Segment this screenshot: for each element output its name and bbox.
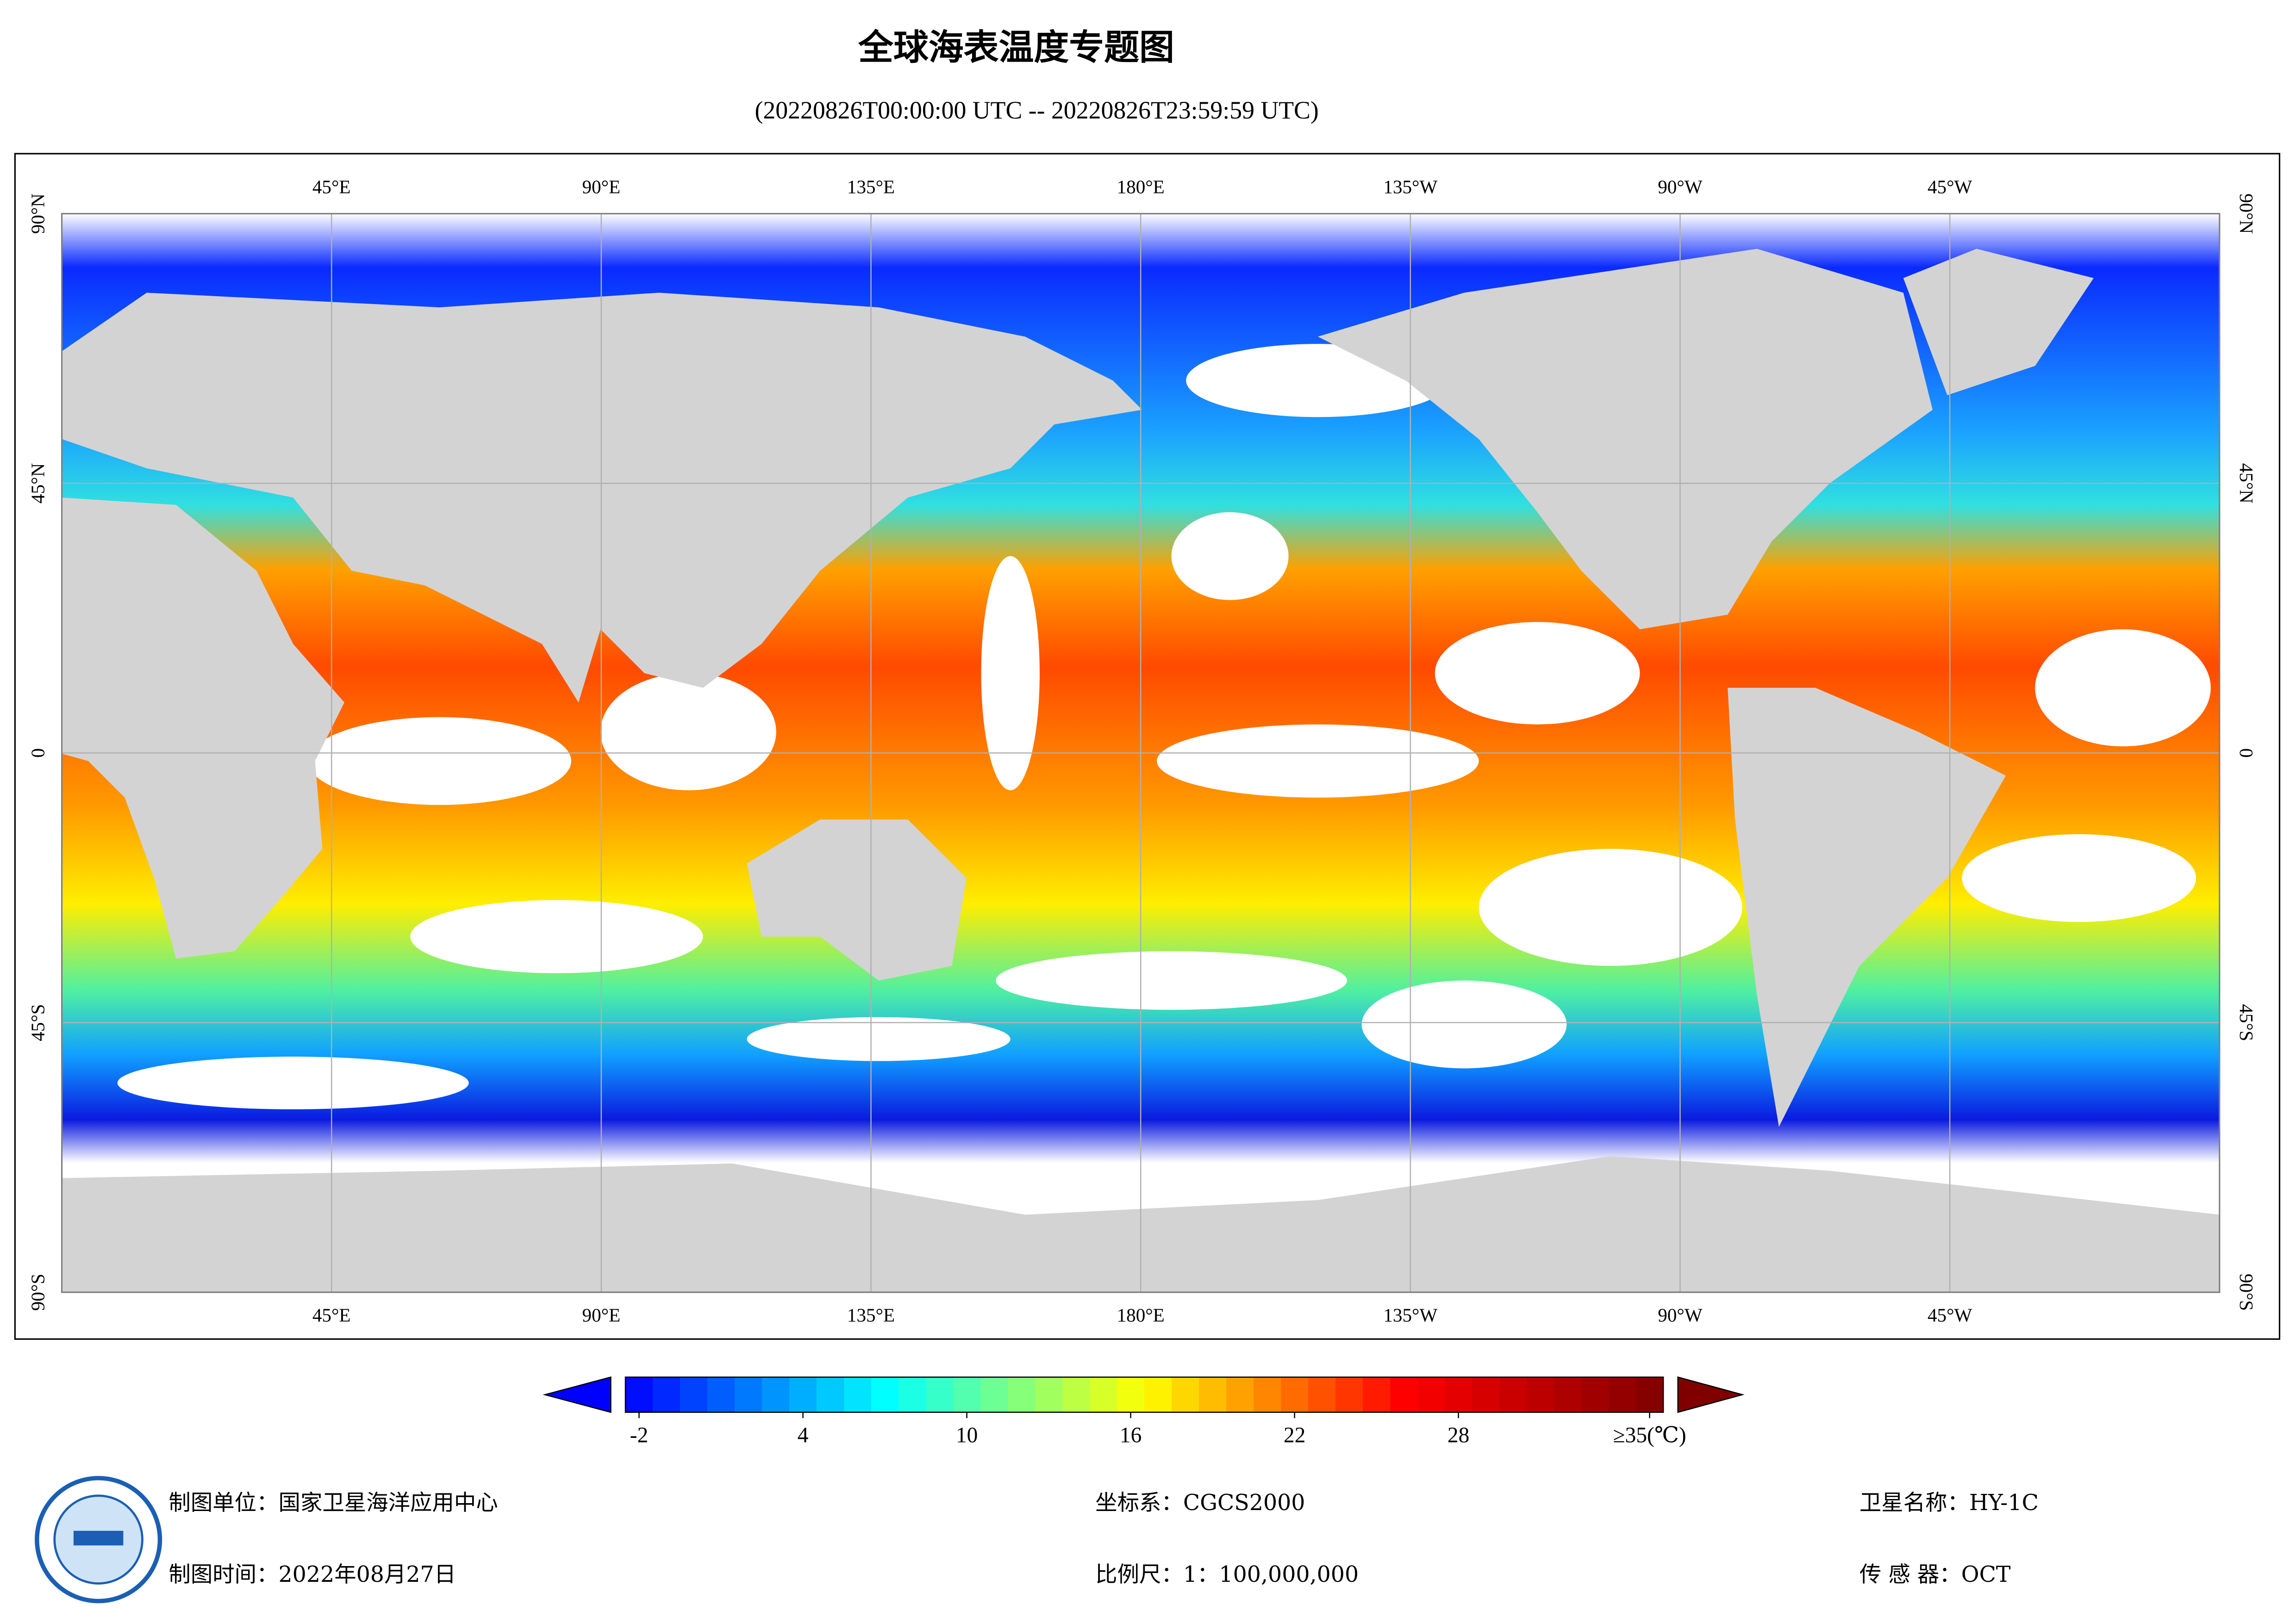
colorbar-cell — [953, 1377, 981, 1412]
colorbar-cell — [1008, 1377, 1036, 1412]
colorbar-cell — [1254, 1377, 1282, 1412]
x-tick-label-bottom: 45°W — [1928, 1305, 1972, 1326]
colorbar-tick-label: 28 — [1447, 1423, 1469, 1447]
colorbar-cell — [1062, 1377, 1091, 1412]
y-tick-label-right: 45°N — [2236, 463, 2257, 504]
subtitle: (20220826T00:00:00 UTC -- 20220826T23:59… — [755, 96, 1319, 124]
coordinate-system: 坐标系：CGCS2000 — [1095, 1490, 1305, 1516]
clouds — [117, 344, 2211, 1110]
colorbar-cell — [1199, 1377, 1227, 1412]
colorbar-cell — [1554, 1377, 1582, 1412]
colorbar-cell — [707, 1377, 736, 1412]
y-tick-label-left: 90°S — [27, 1274, 49, 1311]
colorbar-cell — [1144, 1377, 1173, 1412]
map — [61, 213, 2221, 1293]
x-tick-label-top: 45°W — [1928, 176, 1972, 197]
x-tick-label-top: 135°W — [1383, 176, 1437, 197]
colorbar-cell — [789, 1377, 817, 1412]
colorbar-under-arrow — [543, 1376, 611, 1413]
colorbar-tick-label: ≥35(℃) — [1613, 1423, 1686, 1447]
map-frame — [14, 153, 2281, 1340]
y-tick-label-right: 45°S — [2236, 1004, 2257, 1041]
colorbar-cell — [1226, 1377, 1254, 1412]
x-tick-label-top: 180°E — [1117, 176, 1165, 197]
y-tick-label-left: 90°N — [27, 193, 49, 234]
map-scale: 比例尺：1：100,000,000 — [1095, 1562, 1359, 1587]
x-tick-label-top: 90°W — [1658, 176, 1703, 197]
y-tick-label-right: 90°S — [2236, 1274, 2257, 1311]
colorbar-cell — [871, 1377, 899, 1412]
colorbar-tick-label: 4 — [798, 1423, 809, 1447]
colorbar-cell — [1581, 1377, 1610, 1412]
x-tick-label-top: 45°E — [312, 176, 351, 197]
x-tick-label-bottom: 90°E — [582, 1305, 621, 1326]
colorbar-cell — [1172, 1377, 1200, 1412]
colorbar-cell — [1417, 1377, 1446, 1412]
colorbar-cell — [1609, 1377, 1637, 1412]
colorbar-cell — [625, 1377, 654, 1412]
colorbar-cell — [1472, 1377, 1500, 1412]
colorbar-cell — [980, 1377, 1009, 1412]
y-tick-label-left: 45°S — [27, 1004, 49, 1041]
map-border — [61, 213, 2221, 1293]
x-tick-label-bottom: 180°E — [1117, 1305, 1165, 1326]
colorbar-tick-label: 22 — [1284, 1423, 1305, 1447]
colorbar-cell — [653, 1377, 681, 1412]
x-tick-label-top: 135°E — [847, 176, 895, 197]
sensor: 传 感 器：OCT — [1859, 1562, 2011, 1587]
colorbar-cell — [898, 1377, 927, 1412]
colorbar-cell — [762, 1377, 790, 1412]
colorbar-tick-label: 10 — [956, 1423, 978, 1447]
colorbar-cell — [1499, 1377, 1528, 1412]
colorbar-cell — [1308, 1377, 1336, 1412]
colorbar-cell — [1117, 1377, 1145, 1412]
colorbar-cell — [1090, 1377, 1118, 1412]
y-tick-label-left: 0 — [27, 748, 49, 758]
colorbar-cell — [1363, 1377, 1391, 1412]
x-tick-label-bottom: 135°E — [847, 1305, 895, 1326]
colorbar-cell — [844, 1377, 872, 1412]
colorbar-cell — [926, 1377, 954, 1412]
x-tick-label-bottom: 90°W — [1658, 1305, 1703, 1326]
colorbar-over-arrow — [1677, 1376, 1745, 1413]
colorbar-cell — [1390, 1377, 1418, 1412]
colorbar-cell — [1035, 1377, 1063, 1412]
colorbar-border — [624, 1376, 1664, 1413]
colorbar-cell — [1527, 1377, 1555, 1412]
colorbar-cell — [1281, 1377, 1309, 1412]
y-tick-label-left: 45°N — [27, 463, 49, 504]
y-tick-label-right: 90°N — [2236, 193, 2257, 234]
x-tick-label-bottom: 45°E — [312, 1305, 351, 1326]
colorbar-tick-label: 16 — [1120, 1423, 1142, 1447]
colorbar-tick-label: -2 — [630, 1423, 649, 1447]
x-tick-label-bottom: 135°W — [1383, 1305, 1437, 1326]
colorbar-cell — [1636, 1377, 1664, 1412]
logo — [35, 1476, 162, 1604]
map-date: 制图时间：2022年08月27日 — [168, 1562, 456, 1587]
colorbar-cell — [1335, 1377, 1364, 1412]
title: 全球海表温度专题图 — [858, 27, 1174, 68]
colorbar-cell — [1445, 1377, 1473, 1412]
colorbar-cell — [817, 1377, 845, 1412]
satellite: 卫星名称：HY-1C — [1859, 1490, 2039, 1516]
x-tick-label-top: 90°E — [582, 176, 621, 197]
y-tick-label-right: 0 — [2236, 748, 2257, 758]
colorbar-cell — [735, 1377, 763, 1412]
organization: 制图单位：国家卫星海洋应用中心 — [168, 1490, 498, 1516]
colorbar-cell — [680, 1377, 708, 1412]
